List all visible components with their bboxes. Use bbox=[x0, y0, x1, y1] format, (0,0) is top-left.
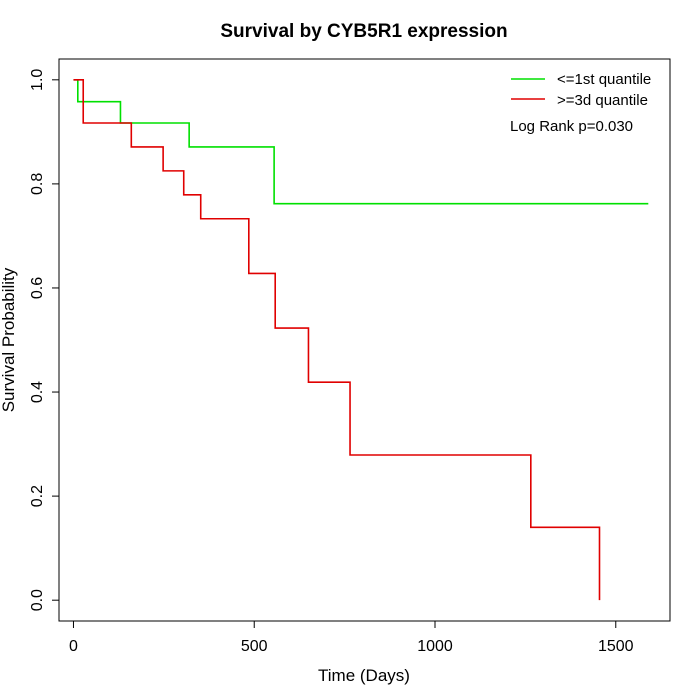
x-axis-label: Time (Days) bbox=[318, 666, 410, 685]
y-axis-label: Survival Probability bbox=[0, 267, 18, 412]
log-rank-annotation: Log Rank p=0.030 bbox=[510, 118, 633, 135]
x-tick-label: 1500 bbox=[598, 638, 634, 655]
series-group bbox=[73, 79, 649, 601]
y-tick-label: 0.2 bbox=[29, 485, 46, 507]
legend-label-series-1: <=1st quantile bbox=[557, 71, 651, 88]
y-tick-label: 0.4 bbox=[29, 381, 46, 403]
legend: <=1st quantile >=3d quantile bbox=[511, 71, 651, 109]
x-tick-label: 500 bbox=[241, 638, 268, 655]
x-tick-label: 0 bbox=[69, 638, 78, 655]
chart-title: Survival by CYB5R1 expression bbox=[220, 21, 507, 42]
y-tick-label: 1.0 bbox=[29, 69, 46, 91]
legend-label-series-2: >=3d quantile bbox=[557, 92, 648, 109]
series-line-1 bbox=[73, 79, 649, 205]
y-tick-label: 0.8 bbox=[29, 173, 46, 195]
x-tick-label: 1000 bbox=[417, 638, 453, 655]
plot-frame bbox=[58, 58, 671, 622]
series-line-2 bbox=[73, 79, 601, 601]
y-axis: 0.0 0.2 0.4 0.6 0.8 1.0 bbox=[29, 69, 60, 611]
y-tick-label: 0.0 bbox=[29, 589, 46, 611]
x-axis: 0 500 1000 1500 bbox=[69, 620, 634, 655]
y-tick-label: 0.6 bbox=[29, 277, 46, 299]
